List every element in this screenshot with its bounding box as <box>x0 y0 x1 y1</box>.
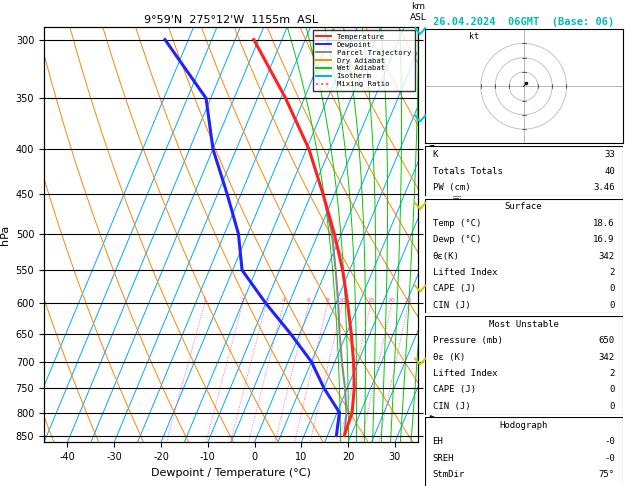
Text: Hodograph: Hodograph <box>499 421 548 430</box>
Text: θε(K): θε(K) <box>433 252 459 260</box>
Y-axis label: Mixing Ratio (g/kg): Mixing Ratio (g/kg) <box>450 189 460 280</box>
Text: EH: EH <box>433 437 443 446</box>
FancyBboxPatch shape <box>425 146 623 196</box>
Y-axis label: hPa: hPa <box>0 225 10 244</box>
X-axis label: Dewpoint / Temperature (°C): Dewpoint / Temperature (°C) <box>151 468 311 478</box>
Text: Most Unstable: Most Unstable <box>489 320 559 329</box>
Text: 1: 1 <box>203 298 207 303</box>
Text: 3: 3 <box>264 298 268 303</box>
Text: 0: 0 <box>610 385 615 395</box>
Text: 2: 2 <box>610 369 615 378</box>
Text: 6: 6 <box>307 298 311 303</box>
Text: 342: 342 <box>599 252 615 260</box>
Text: Surface: Surface <box>505 203 542 211</box>
Text: -0: -0 <box>604 437 615 446</box>
Legend: Temperature, Dewpoint, Parcel Trajectory, Dry Adiabat, Wet Adiabat, Isotherm, Mi: Temperature, Dewpoint, Parcel Trajectory… <box>313 30 415 91</box>
Text: 26.04.2024  06GMT  (Base: 06): 26.04.2024 06GMT (Base: 06) <box>433 17 615 27</box>
Text: 40: 40 <box>604 167 615 175</box>
Text: 650: 650 <box>599 336 615 345</box>
Text: 4: 4 <box>282 298 286 303</box>
Text: 25: 25 <box>404 298 413 303</box>
Text: 0: 0 <box>610 301 615 310</box>
Text: 2: 2 <box>610 268 615 277</box>
Text: CIN (J): CIN (J) <box>433 301 470 310</box>
Text: Dewp (°C): Dewp (°C) <box>433 235 481 244</box>
Text: StmDir: StmDir <box>433 470 465 479</box>
Text: km
ASL: km ASL <box>410 2 426 22</box>
Text: Pressure (mb): Pressure (mb) <box>433 336 503 345</box>
FancyBboxPatch shape <box>425 316 623 415</box>
Text: 8: 8 <box>326 298 330 303</box>
Text: 10: 10 <box>339 298 347 303</box>
Text: 16.9: 16.9 <box>593 235 615 244</box>
Title: 9°59'N  275°12'W  1155m  ASL: 9°59'N 275°12'W 1155m ASL <box>144 15 318 25</box>
Text: θε (K): θε (K) <box>433 352 465 362</box>
Text: CAPE (J): CAPE (J) <box>433 385 476 395</box>
Text: 0: 0 <box>610 284 615 294</box>
Text: kt: kt <box>469 32 479 41</box>
Text: 20: 20 <box>388 298 396 303</box>
Text: PW (cm): PW (cm) <box>433 183 470 192</box>
Text: 342: 342 <box>599 352 615 362</box>
Text: SREH: SREH <box>433 454 454 463</box>
Text: K: K <box>433 150 438 159</box>
Text: 15: 15 <box>367 298 375 303</box>
Text: Temp (°C): Temp (°C) <box>433 219 481 228</box>
Text: 2: 2 <box>241 298 245 303</box>
Text: Lifted Index: Lifted Index <box>433 369 497 378</box>
FancyBboxPatch shape <box>425 199 623 313</box>
Text: 0: 0 <box>610 402 615 411</box>
Text: Lifted Index: Lifted Index <box>433 268 497 277</box>
Text: CIN (J): CIN (J) <box>433 402 470 411</box>
Text: CAPE (J): CAPE (J) <box>433 284 476 294</box>
Text: -0: -0 <box>604 454 615 463</box>
Text: 33: 33 <box>604 150 615 159</box>
FancyBboxPatch shape <box>425 417 623 486</box>
Text: 3.46: 3.46 <box>593 183 615 192</box>
Text: 18.6: 18.6 <box>593 219 615 228</box>
Text: 75°: 75° <box>599 470 615 479</box>
Text: Totals Totals: Totals Totals <box>433 167 503 175</box>
